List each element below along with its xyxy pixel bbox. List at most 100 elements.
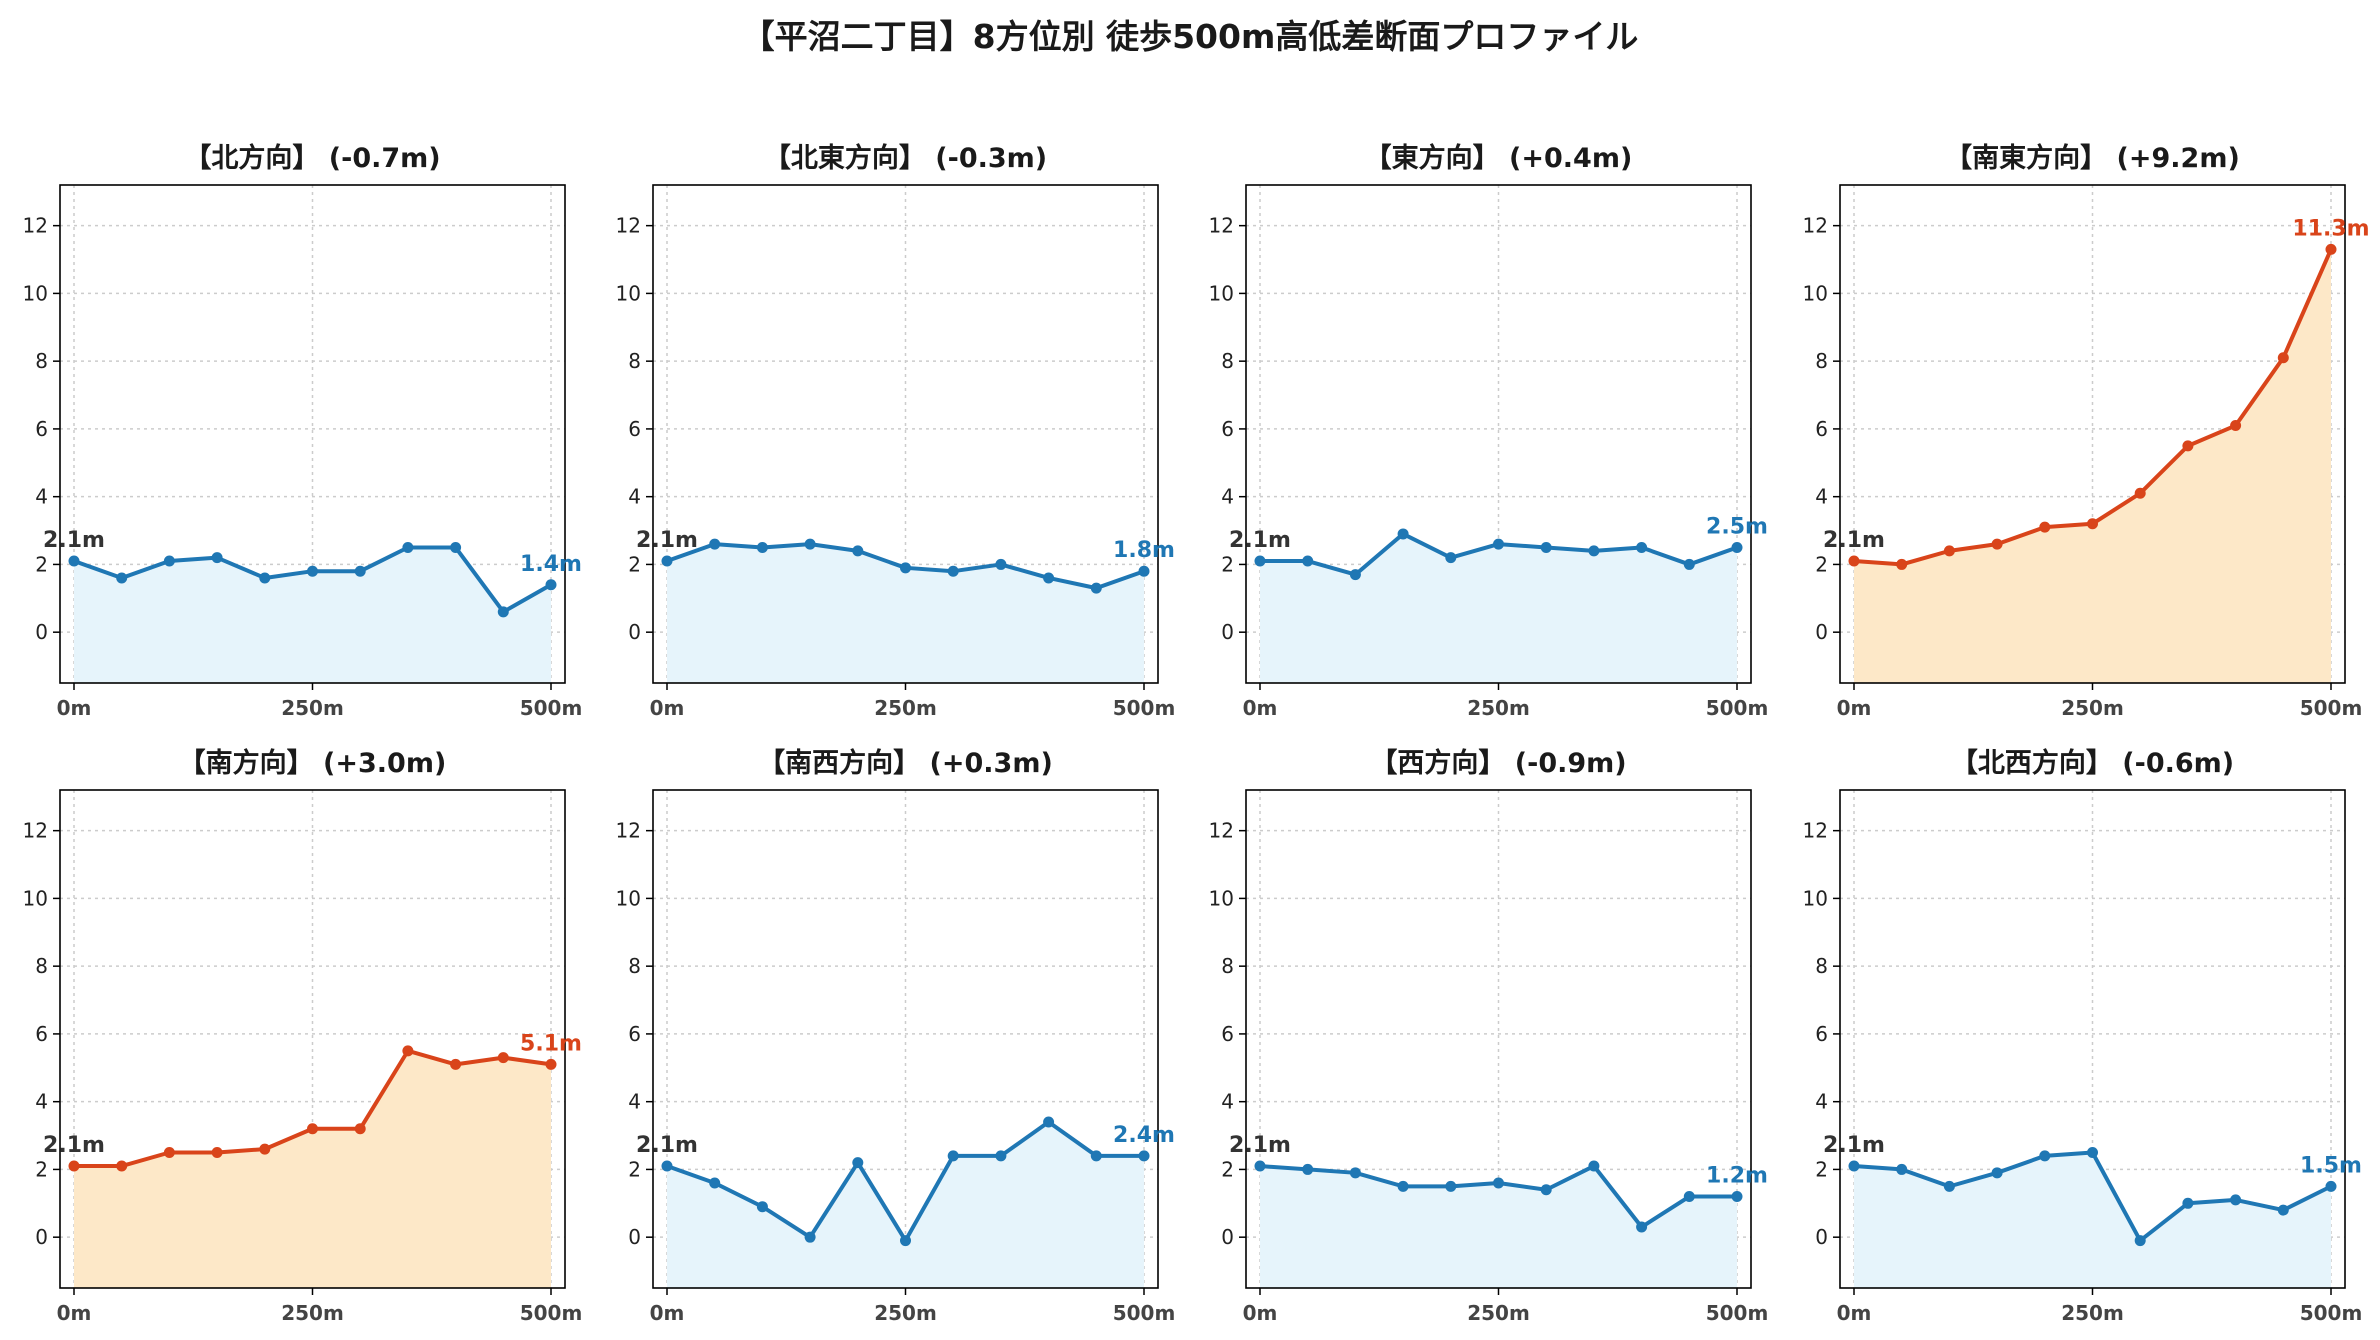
data-point: [1090, 1150, 1102, 1162]
elevation-area: [1260, 533, 1737, 683]
start-elevation-label: 2.1m: [1823, 1133, 1885, 1158]
y-tick-label: 10: [1803, 886, 1828, 910]
data-point: [1138, 1150, 1150, 1162]
subplot-title: 【北方向】 (-0.7m): [184, 142, 440, 174]
x-tick-label: 250m: [281, 696, 344, 720]
y-tick-label: 6: [35, 1022, 48, 1046]
y-tick-label: 0: [35, 1225, 48, 1249]
data-point: [2134, 487, 2146, 499]
y-tick-label: 4: [628, 1090, 641, 1114]
y-tick-label: 12: [1803, 819, 1828, 843]
x-tick-label: 500m: [520, 696, 583, 720]
y-tick-label: 8: [1221, 954, 1234, 978]
data-point: [2039, 1150, 2051, 1162]
data-point: [709, 538, 721, 550]
y-tick-label: 10: [616, 886, 641, 910]
y-tick-label: 2: [1221, 1157, 1234, 1181]
y-tick-label: 6: [1815, 1022, 1828, 1046]
x-tick-label: 500m: [1113, 1301, 1176, 1325]
data-point: [2230, 1194, 2242, 1206]
x-tick-label: 500m: [1706, 696, 1769, 720]
data-point: [804, 538, 816, 550]
y-tick-label: 0: [1815, 620, 1828, 644]
data-point: [402, 541, 414, 553]
y-tick-label: 10: [1209, 886, 1234, 910]
x-tick-label: 500m: [2300, 1301, 2363, 1325]
y-tick-label: 10: [1803, 281, 1828, 305]
data-point: [852, 545, 864, 557]
data-point: [1090, 582, 1102, 594]
x-tick-label: 500m: [1706, 1301, 1769, 1325]
y-tick-label: 2: [35, 552, 48, 576]
data-point: [354, 565, 366, 577]
data-point: [2134, 1235, 2146, 1247]
data-point: [1043, 572, 1055, 584]
data-point: [1493, 538, 1504, 550]
y-tick-label: 4: [1221, 1090, 1234, 1114]
end-elevation-label: 2.5m: [1706, 514, 1768, 539]
data-point: [1683, 558, 1695, 570]
y-tick-label: 10: [616, 281, 641, 305]
end-elevation-label: 2.4m: [1113, 1123, 1175, 1148]
start-elevation-label: 2.1m: [43, 528, 105, 553]
data-point: [402, 1045, 414, 1057]
x-tick-label: 0m: [1243, 1301, 1278, 1325]
x-tick-label: 0m: [1837, 1301, 1872, 1325]
x-tick-label: 250m: [1467, 696, 1530, 720]
start-elevation-label: 2.1m: [636, 528, 698, 553]
start-elevation-label: 2.1m: [1229, 1133, 1291, 1158]
data-point: [2087, 518, 2098, 530]
data-point: [1588, 545, 1600, 557]
y-tick-label: 12: [1209, 214, 1234, 238]
y-tick-label: 6: [1221, 1022, 1234, 1046]
y-tick-label: 12: [1209, 819, 1234, 843]
data-point: [1540, 541, 1552, 553]
subplot-title: 【南東方向】 (+9.2m): [1945, 142, 2240, 174]
data-point: [497, 606, 509, 618]
data-point: [450, 541, 462, 553]
data-point: [211, 1146, 223, 1158]
y-tick-label: 0: [628, 1225, 641, 1249]
start-elevation-label: 2.1m: [43, 1133, 105, 1158]
data-point: [1896, 1163, 1908, 1175]
y-tick-label: 8: [628, 349, 641, 373]
data-point: [1683, 1191, 1695, 1203]
data-point: [2087, 1146, 2098, 1158]
data-point: [1043, 1116, 1055, 1128]
x-tick-label: 250m: [874, 1301, 937, 1325]
data-point: [2230, 420, 2242, 432]
end-elevation-label: 1.8m: [1113, 538, 1175, 563]
y-tick-label: 4: [35, 1090, 48, 1114]
x-tick-label: 0m: [57, 1301, 92, 1325]
x-tick-label: 250m: [281, 1301, 344, 1325]
data-point: [211, 552, 223, 564]
data-point: [1397, 528, 1409, 540]
data-point: [2182, 1197, 2194, 1209]
start-elevation-label: 2.1m: [1229, 528, 1291, 553]
y-tick-label: 4: [628, 485, 641, 509]
data-point: [1943, 545, 1955, 557]
y-tick-label: 8: [1815, 349, 1828, 373]
subplot-title: 【東方向】 (+0.4m): [1365, 142, 1633, 174]
data-point: [1848, 555, 1860, 567]
data-point: [995, 558, 1007, 570]
subplot-title: 【南方向】 (+3.0m): [179, 747, 447, 779]
y-tick-label: 10: [23, 281, 48, 305]
data-point: [709, 1177, 721, 1189]
end-elevation-label: 5.1m: [520, 1031, 582, 1056]
subplot-title: 【南西方向】 (+0.3m): [758, 747, 1053, 779]
data-point: [2277, 1204, 2289, 1216]
elevation-area: [667, 1122, 1144, 1288]
y-tick-label: 12: [23, 819, 48, 843]
data-point: [756, 1201, 768, 1213]
y-tick-label: 4: [35, 485, 48, 509]
data-point: [1254, 555, 1266, 567]
x-tick-label: 0m: [57, 696, 92, 720]
y-tick-label: 2: [35, 1157, 48, 1181]
subplot-5: 【南方向】 (+3.0m) 0 2 4 6 8 10 12 0m 250m 500m 2.1m 5.1m: [23, 747, 583, 1325]
data-point: [1991, 538, 2003, 550]
data-point: [354, 1123, 366, 1135]
y-tick-label: 2: [628, 1157, 641, 1181]
end-elevation-label: 1.4m: [520, 552, 582, 577]
